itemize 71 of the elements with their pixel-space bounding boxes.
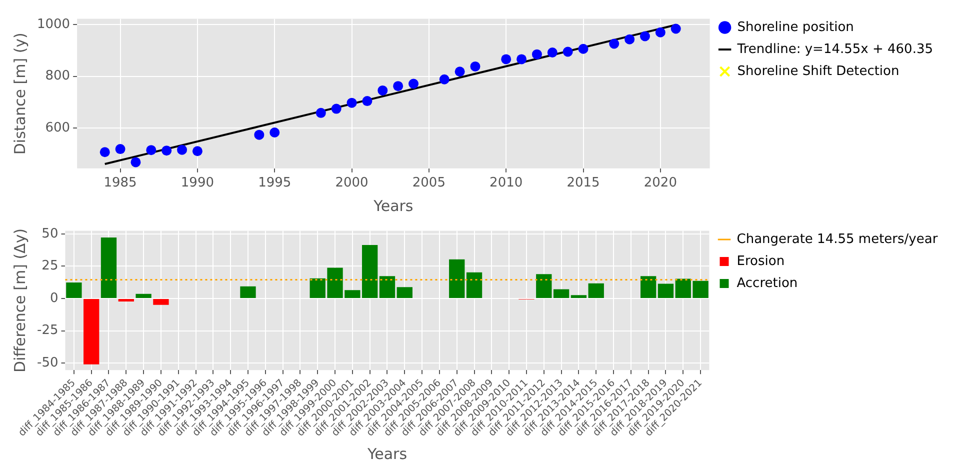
point	[393, 81, 404, 92]
x-tick-label: 1995	[258, 176, 292, 191]
point	[270, 128, 280, 138]
point	[362, 96, 372, 106]
point	[100, 147, 110, 158]
point	[408, 78, 419, 89]
point	[640, 31, 650, 42]
legend-label: Erosion	[736, 254, 785, 269]
bar	[136, 294, 152, 298]
y-tick-label: 1000	[36, 17, 70, 32]
legend-label: Accretion	[736, 276, 798, 291]
point	[532, 49, 542, 60]
y-tick-label: -25	[37, 323, 58, 338]
point	[578, 44, 588, 54]
point	[655, 27, 666, 38]
y-tick-label: -50	[37, 356, 58, 371]
bar	[553, 289, 570, 298]
y-axis-title: Difference [m] (Δy)	[10, 228, 29, 372]
bar	[240, 286, 256, 298]
point	[177, 144, 188, 155]
point	[254, 130, 264, 140]
x-axis-title: Years	[366, 444, 408, 463]
bar	[658, 284, 674, 298]
point	[562, 46, 573, 57]
point	[454, 66, 465, 77]
bar	[536, 274, 552, 298]
legend-label: Shoreline Shift Detection	[737, 64, 900, 79]
bar	[588, 283, 604, 298]
y-tick-label: 25	[42, 258, 58, 274]
point	[162, 146, 172, 156]
bar	[153, 299, 169, 305]
point	[146, 145, 156, 156]
x-tick-label: 2020	[644, 176, 677, 191]
y-tick-label: 600	[45, 120, 70, 136]
legend-label: Trendline: y=14.55x + 460.35	[736, 42, 934, 57]
bar	[379, 276, 396, 298]
x-tick-label: 1985	[104, 176, 137, 191]
point	[470, 61, 480, 72]
point	[670, 24, 681, 34]
bar	[84, 299, 100, 364]
point	[547, 48, 558, 58]
x-tick-label: 2015	[566, 176, 600, 191]
bar	[570, 295, 587, 298]
x-tick-label: 2010	[490, 176, 523, 191]
point	[192, 146, 202, 156]
point	[624, 34, 635, 44]
bar	[449, 259, 465, 298]
point	[378, 85, 388, 96]
legend-label: Shoreline position	[737, 20, 854, 35]
point	[609, 38, 620, 49]
bar	[466, 272, 482, 298]
point	[316, 108, 326, 118]
y-axis-title: Distance [m] (y)	[10, 32, 29, 155]
y-tick-label: 0	[50, 290, 58, 306]
x-tick-label: 2000	[335, 176, 368, 191]
point	[516, 54, 527, 64]
y-tick-label: 800	[45, 68, 70, 84]
point	[501, 54, 512, 64]
bar	[640, 276, 656, 298]
y-tick-label: 50	[42, 226, 58, 242]
point	[346, 98, 357, 108]
point	[115, 144, 126, 154]
bar	[100, 238, 117, 298]
bar	[396, 287, 412, 298]
x-tick-label: 1990	[180, 176, 214, 191]
point	[439, 74, 450, 84]
x-axis-title: Years	[372, 196, 414, 215]
legend-label: Changerate 14.55 meters/year	[736, 232, 938, 247]
x-tick-label: 2005	[412, 176, 446, 191]
point	[331, 104, 342, 114]
bar	[66, 282, 82, 298]
